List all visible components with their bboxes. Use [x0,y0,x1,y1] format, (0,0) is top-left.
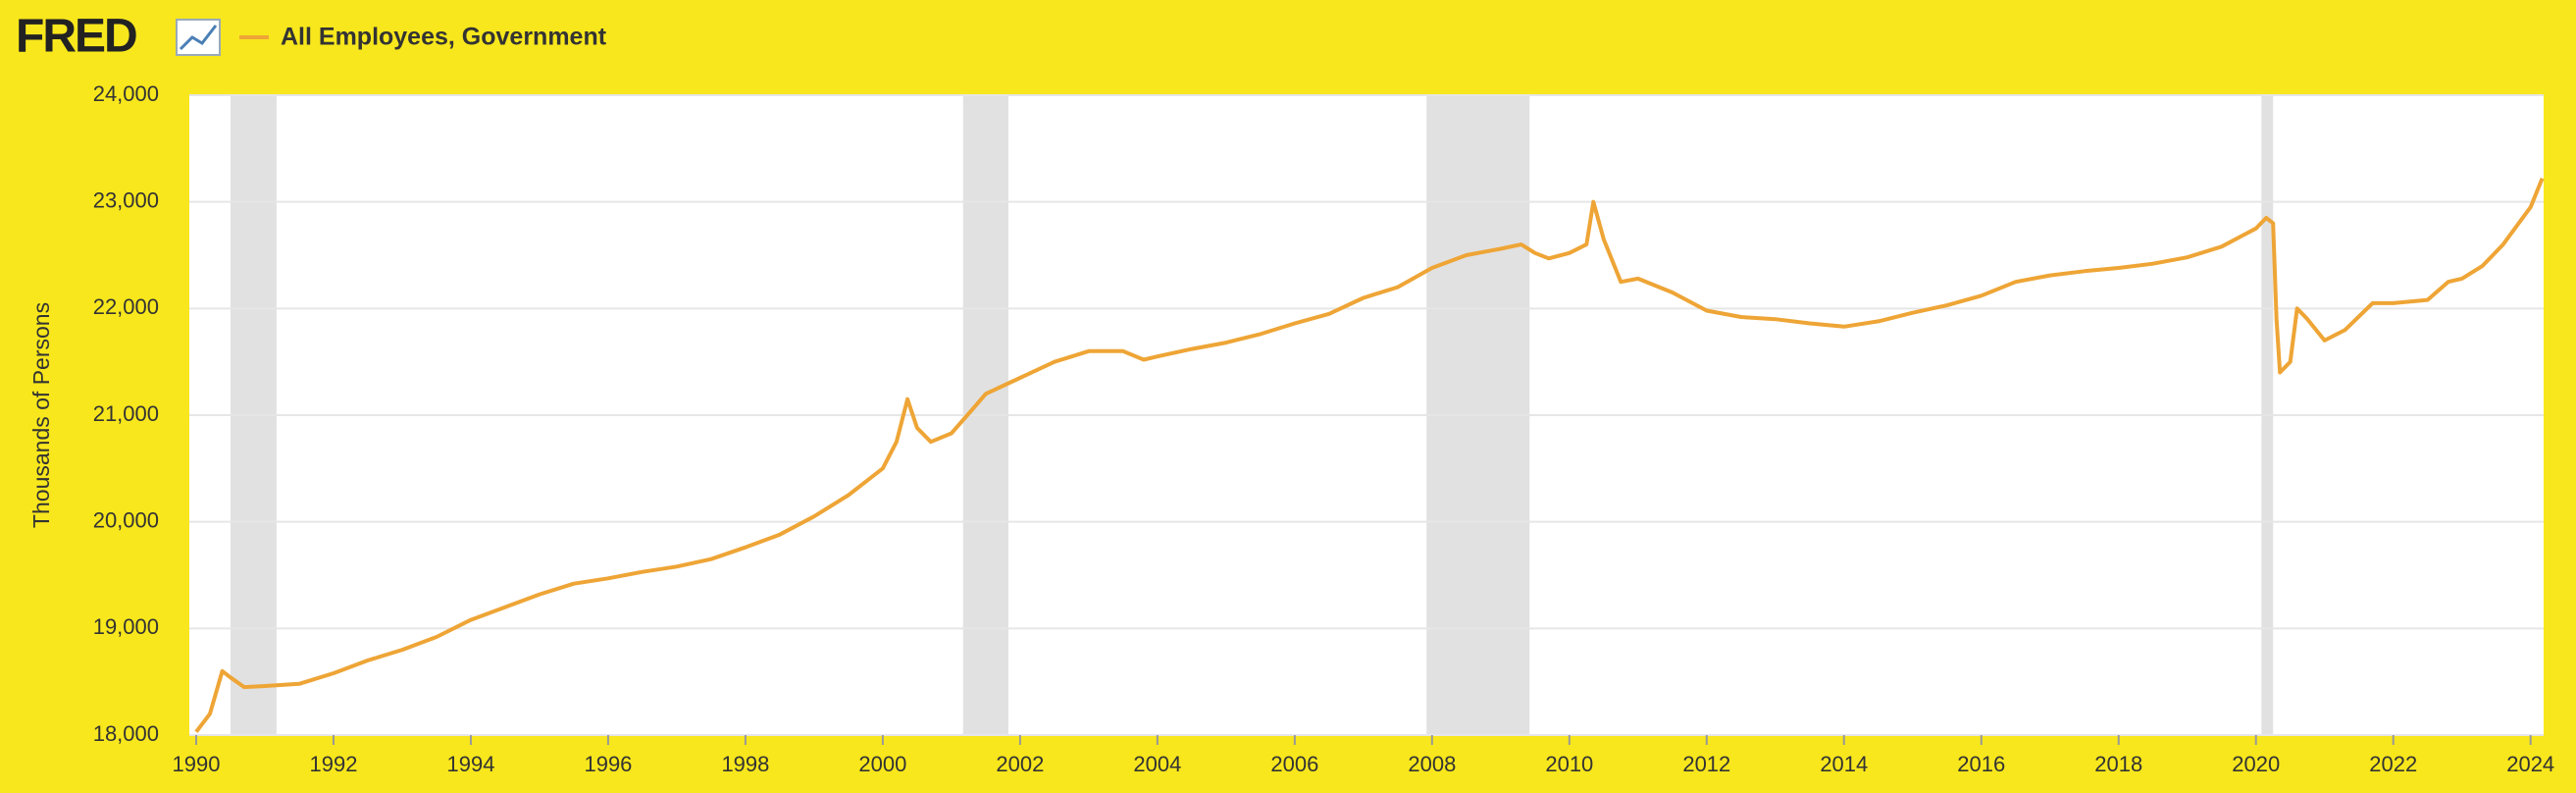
x-tick-label: 2002 [996,752,1044,776]
y-tick-label: 19,000 [93,614,159,639]
x-tick-label: 1996 [584,752,632,776]
y-tick-label: 24,000 [93,81,159,106]
y-tick-label: 21,000 [93,401,159,426]
y-axis-label: Thousands of Persons [28,302,54,528]
x-tick-label: 1994 [446,752,494,776]
x-tick-label: 2014 [1820,752,1868,776]
x-tick-label: 1992 [310,752,358,776]
x-tick-label: 1998 [721,752,769,776]
x-tick-label: 2016 [1957,752,2005,776]
legend-label: All Employees, Government [281,24,607,51]
logo-icon [176,19,221,56]
x-tick-label: 2006 [1270,752,1318,776]
x-tick-label: 2012 [1682,752,1730,776]
x-tick-label: 2000 [858,752,906,776]
y-tick-label: 23,000 [93,187,159,212]
y-tick-label: 18,000 [93,721,159,746]
x-tick-label: 1990 [173,752,221,776]
x-tick-label: 2008 [1408,752,1456,776]
x-tick-label: 2020 [2232,752,2280,776]
series-line [194,178,2545,733]
x-tick-label: 2022 [2369,752,2417,776]
logo: FRED [16,11,136,63]
x-tick-label: 2010 [1545,752,1593,776]
x-tick-label: 2024 [2506,752,2554,776]
x-tick-label: 2018 [2094,752,2142,776]
x-tick-label: 2004 [1133,752,1181,776]
y-tick-label: 22,000 [93,294,159,319]
y-tick-label: 20,000 [93,507,159,532]
